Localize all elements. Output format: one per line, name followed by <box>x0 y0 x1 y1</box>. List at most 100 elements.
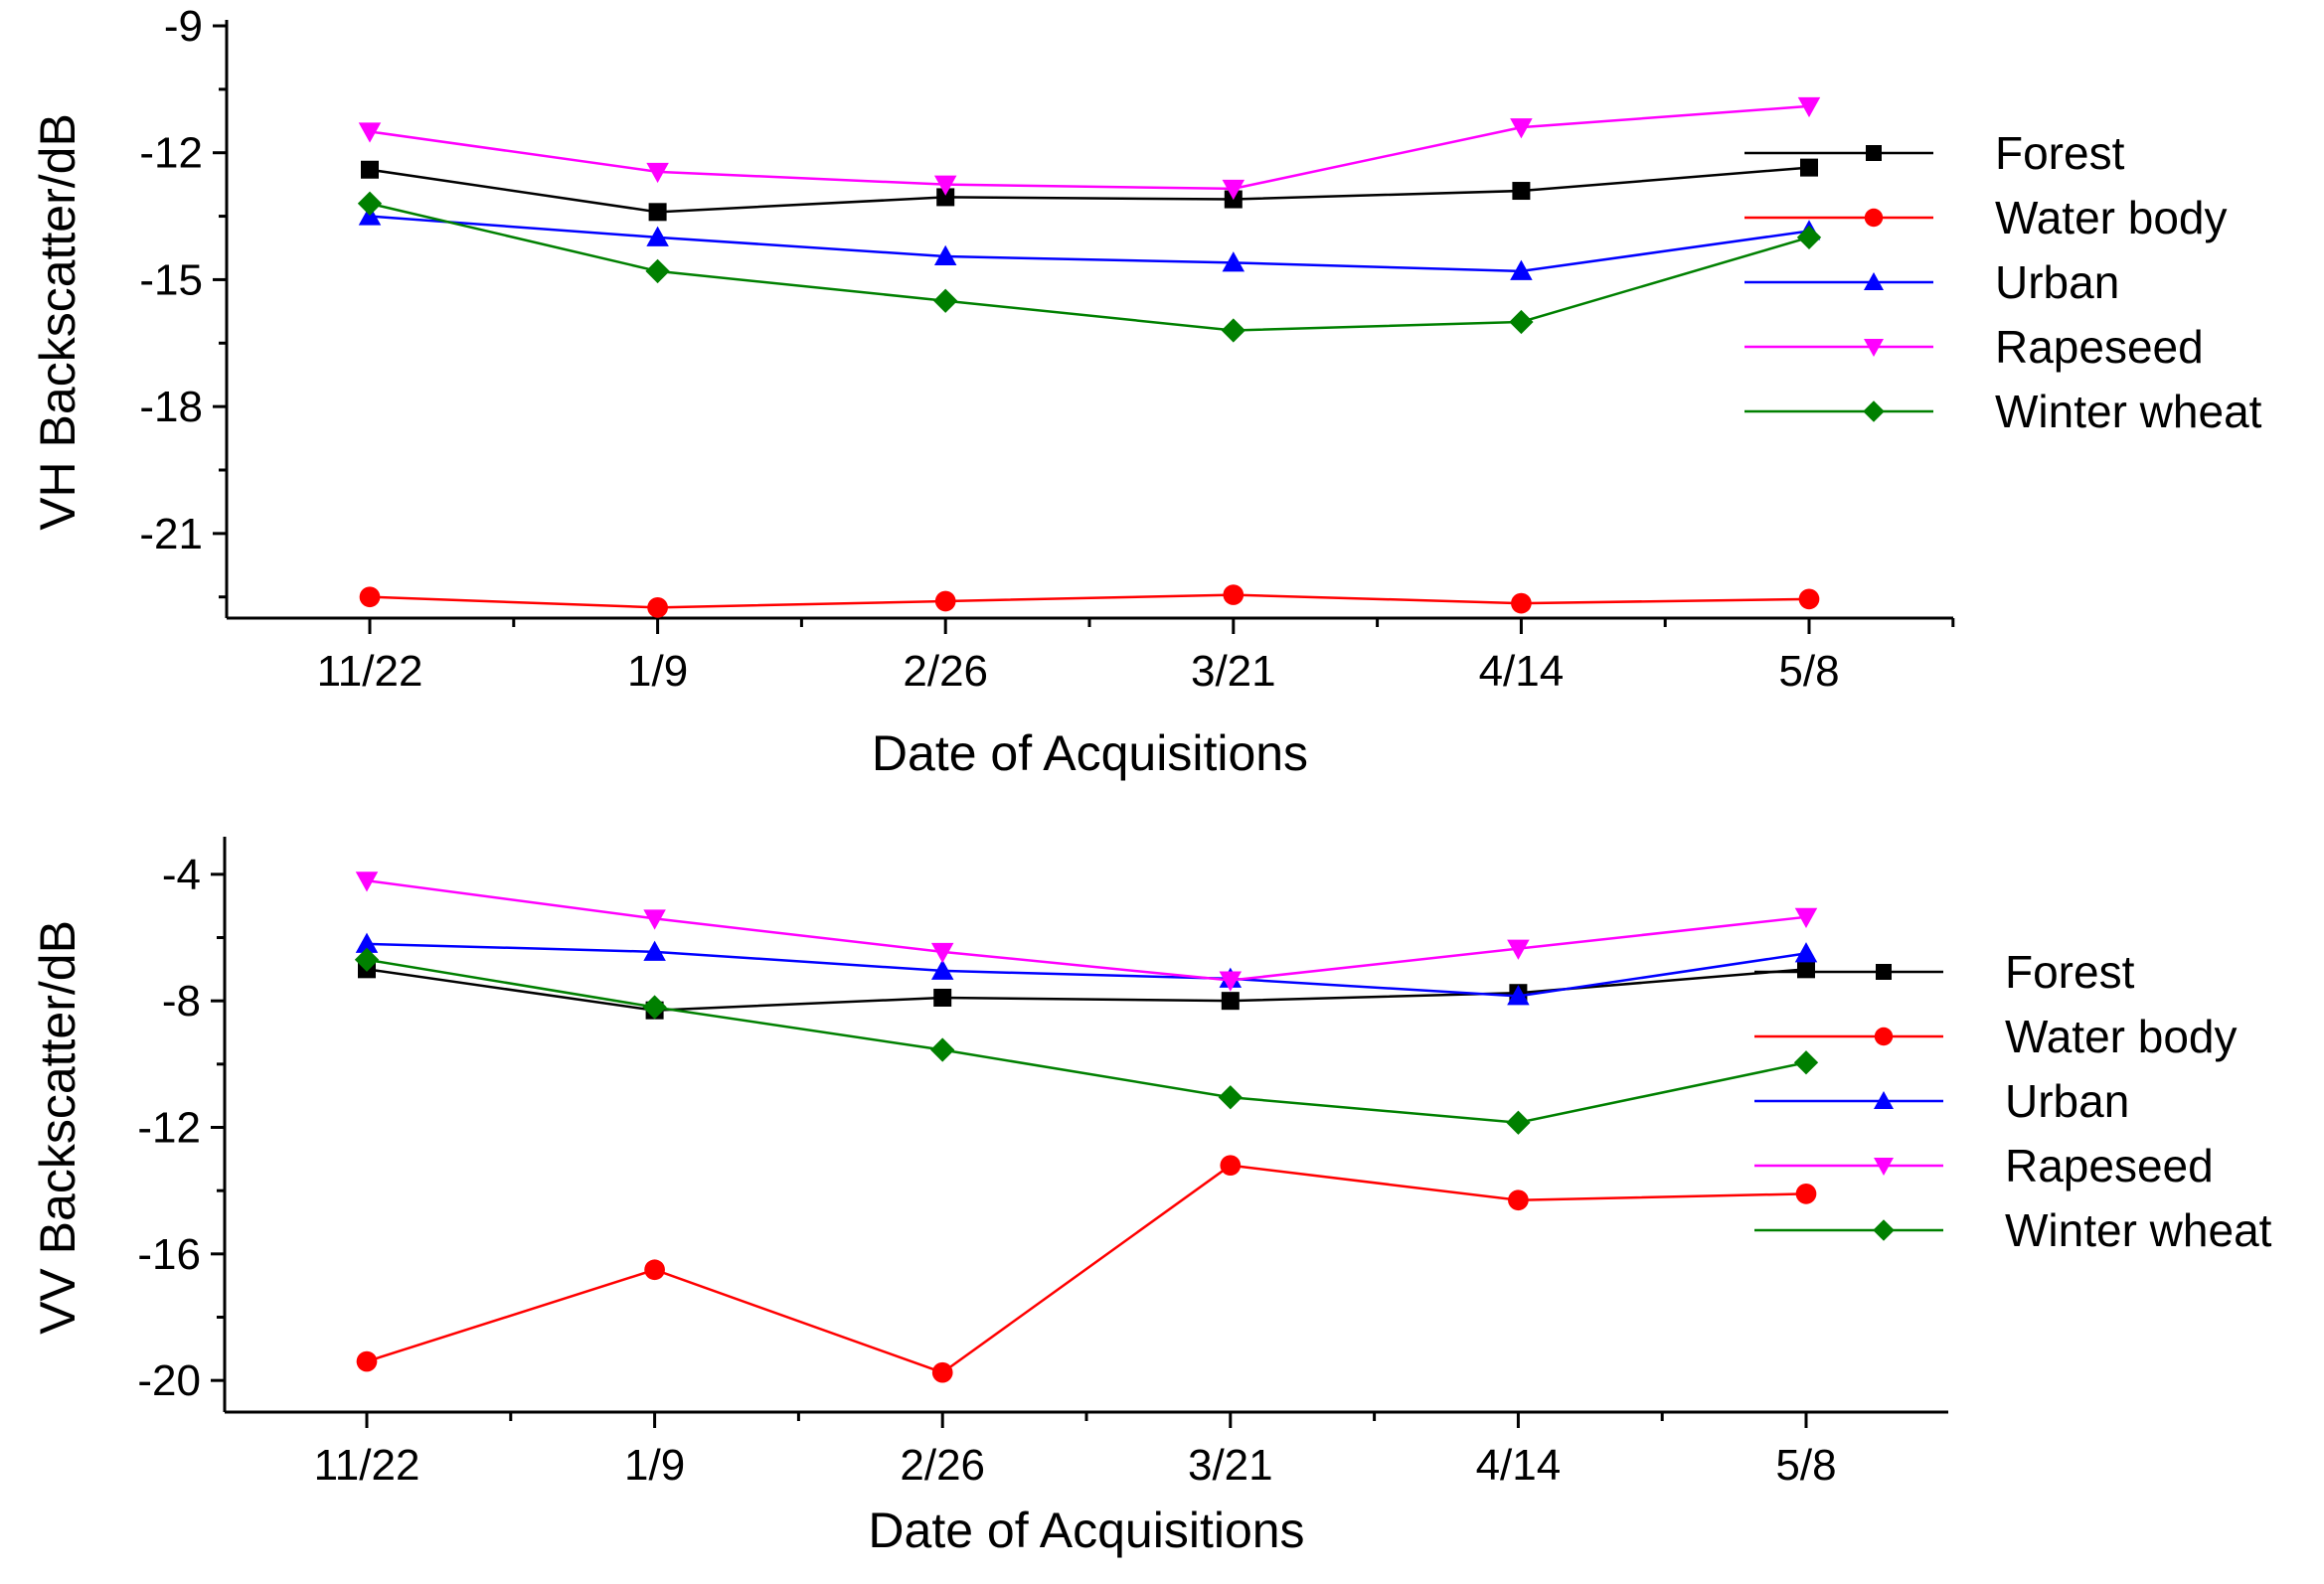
y-tick-label: -21 <box>139 510 203 558</box>
legend-label-rapeseed: Rapeseed <box>2005 1140 2214 1191</box>
legend-marker-rapeseed <box>1874 1158 1894 1176</box>
series-line-urban <box>369 215 1810 273</box>
data-point-rapeseed <box>1507 939 1530 960</box>
series-forest <box>358 960 1815 1020</box>
series-line-forest <box>369 166 1810 214</box>
y-axis-title: VV Backscatter/dB <box>30 920 85 1335</box>
data-point-forest <box>936 188 955 207</box>
legend-label-forest: Forest <box>2005 946 2135 998</box>
legend-label-water-body: Water body <box>1995 192 2228 243</box>
x-tick-label: 11/22 <box>317 647 423 696</box>
data-point-rapeseed <box>1222 179 1245 201</box>
data-point-water-body <box>931 1361 953 1383</box>
x-tick-label: 4/14 <box>1476 1441 1562 1490</box>
x-tick-label: 3/21 <box>1188 1441 1273 1490</box>
data-point-winter-wheat <box>1506 1110 1531 1135</box>
data-point-urban <box>1507 985 1530 1006</box>
data-point-winter-wheat <box>1218 1085 1243 1110</box>
data-point-water-body <box>1223 584 1245 605</box>
data-point-rapeseed <box>646 162 669 184</box>
data-point-winter-wheat <box>357 191 383 216</box>
legend-label-rapeseed: Rapeseed <box>1995 321 2204 373</box>
data-point-forest <box>1797 960 1815 979</box>
x-tick-label: 5/8 <box>1775 1441 1836 1490</box>
data-point-water-body <box>1220 1155 1242 1177</box>
series-urban <box>355 932 1818 1006</box>
y-tick-label: -4 <box>162 851 201 899</box>
series-water-body <box>356 1155 1817 1383</box>
legend-marker-winter-wheat <box>1873 1219 1895 1241</box>
y-tick-label: -12 <box>139 129 203 178</box>
legend-label-water-body: Water body <box>2005 1011 2238 1062</box>
y-tick-label: -8 <box>162 977 201 1026</box>
series-line-rapeseed <box>366 878 1807 982</box>
data-point-forest <box>361 160 379 179</box>
legend-marker-water-body <box>1874 1027 1894 1046</box>
x-tick-label: 2/26 <box>903 647 988 696</box>
data-point-rapeseed <box>358 122 382 143</box>
x-tick-label: 4/14 <box>1479 647 1565 696</box>
legend-marker-urban <box>1864 272 1884 290</box>
vv-backscatter-chart: -4 -8 -12 -16 -20 11/22 1/9 2/26 3/21 4/14 5/8 Date… <box>30 837 2272 1558</box>
data-point-water-body <box>647 597 668 618</box>
data-point-rapeseed <box>930 942 954 964</box>
data-point-water-body <box>1798 588 1820 610</box>
data-point-winter-wheat <box>930 1037 955 1062</box>
series-forest <box>361 158 1818 222</box>
data-point-urban <box>646 226 669 246</box>
series-winter-wheat <box>354 947 1819 1135</box>
series-line-water-body <box>369 593 1810 609</box>
x-axis-title: Date of Acquisitions <box>868 1503 1304 1558</box>
x-tick-label: 5/8 <box>1778 647 1839 696</box>
legend-label-winter-wheat: Winter wheat <box>1995 386 2262 437</box>
legend-marker-forest <box>1876 964 1892 980</box>
data-point-water-body <box>359 586 381 608</box>
data-point-winter-wheat <box>1221 318 1245 343</box>
data-point-water-body <box>934 590 956 612</box>
data-point-water-body <box>1508 1189 1529 1211</box>
data-point-rapeseed <box>1794 907 1818 929</box>
series-line-water-body <box>366 1164 1807 1374</box>
x-tick-label: 2/26 <box>900 1441 985 1490</box>
x-tick-label: 3/21 <box>1191 647 1276 696</box>
series-line-winter-wheat <box>369 202 1810 332</box>
y-tick-label: -18 <box>139 383 203 431</box>
x-tick-label: 1/9 <box>624 1441 685 1490</box>
data-point-rapeseed <box>355 871 379 892</box>
data-point-urban <box>1222 251 1245 272</box>
data-point-forest <box>933 988 952 1007</box>
data-point-urban <box>1794 942 1818 963</box>
series-water-body <box>359 584 1820 618</box>
data-point-water-body <box>1511 592 1532 614</box>
y-tick-label: -12 <box>137 1104 201 1153</box>
y-tick-label: -20 <box>137 1356 201 1405</box>
y-tick-label: -15 <box>139 255 203 304</box>
series-rapeseed <box>358 96 1821 201</box>
data-point-winter-wheat <box>642 995 667 1020</box>
x-tick-label: 1/9 <box>627 647 688 696</box>
data-point-urban <box>933 244 957 266</box>
data-point-winter-wheat <box>933 288 958 313</box>
data-point-urban <box>643 940 666 961</box>
data-point-rapeseed <box>933 175 957 196</box>
data-point-rapeseed <box>1510 118 1533 139</box>
data-point-forest <box>648 203 667 222</box>
legend-marker-urban <box>1874 1091 1894 1109</box>
series-urban <box>358 205 1821 280</box>
legend-label-urban: Urban <box>2005 1075 2129 1127</box>
legend-label-winter-wheat: Winter wheat <box>2005 1204 2272 1256</box>
data-point-winter-wheat <box>1509 309 1534 335</box>
legend: Forest Water body Urban Rapeseed Winter whea… <box>1754 946 2272 1256</box>
series-line-winter-wheat <box>366 958 1807 1124</box>
vh-backscatter-chart: -9 -12 -15 -18 -21 11/22 1/9 2/26 3/21 4/14 5/8 Dat… <box>30 2 2262 781</box>
y-axis-title: VH Backscatter/dB <box>30 113 85 531</box>
legend-marker-rapeseed <box>1864 339 1884 357</box>
data-point-rapeseed <box>1797 96 1821 118</box>
data-point-urban <box>1510 259 1533 280</box>
series-line-rapeseed <box>369 104 1810 191</box>
data-point-forest <box>1512 182 1531 201</box>
data-point-water-body <box>1795 1184 1817 1204</box>
data-point-water-body <box>644 1259 665 1281</box>
legend-label-forest: Forest <box>1995 127 2125 179</box>
